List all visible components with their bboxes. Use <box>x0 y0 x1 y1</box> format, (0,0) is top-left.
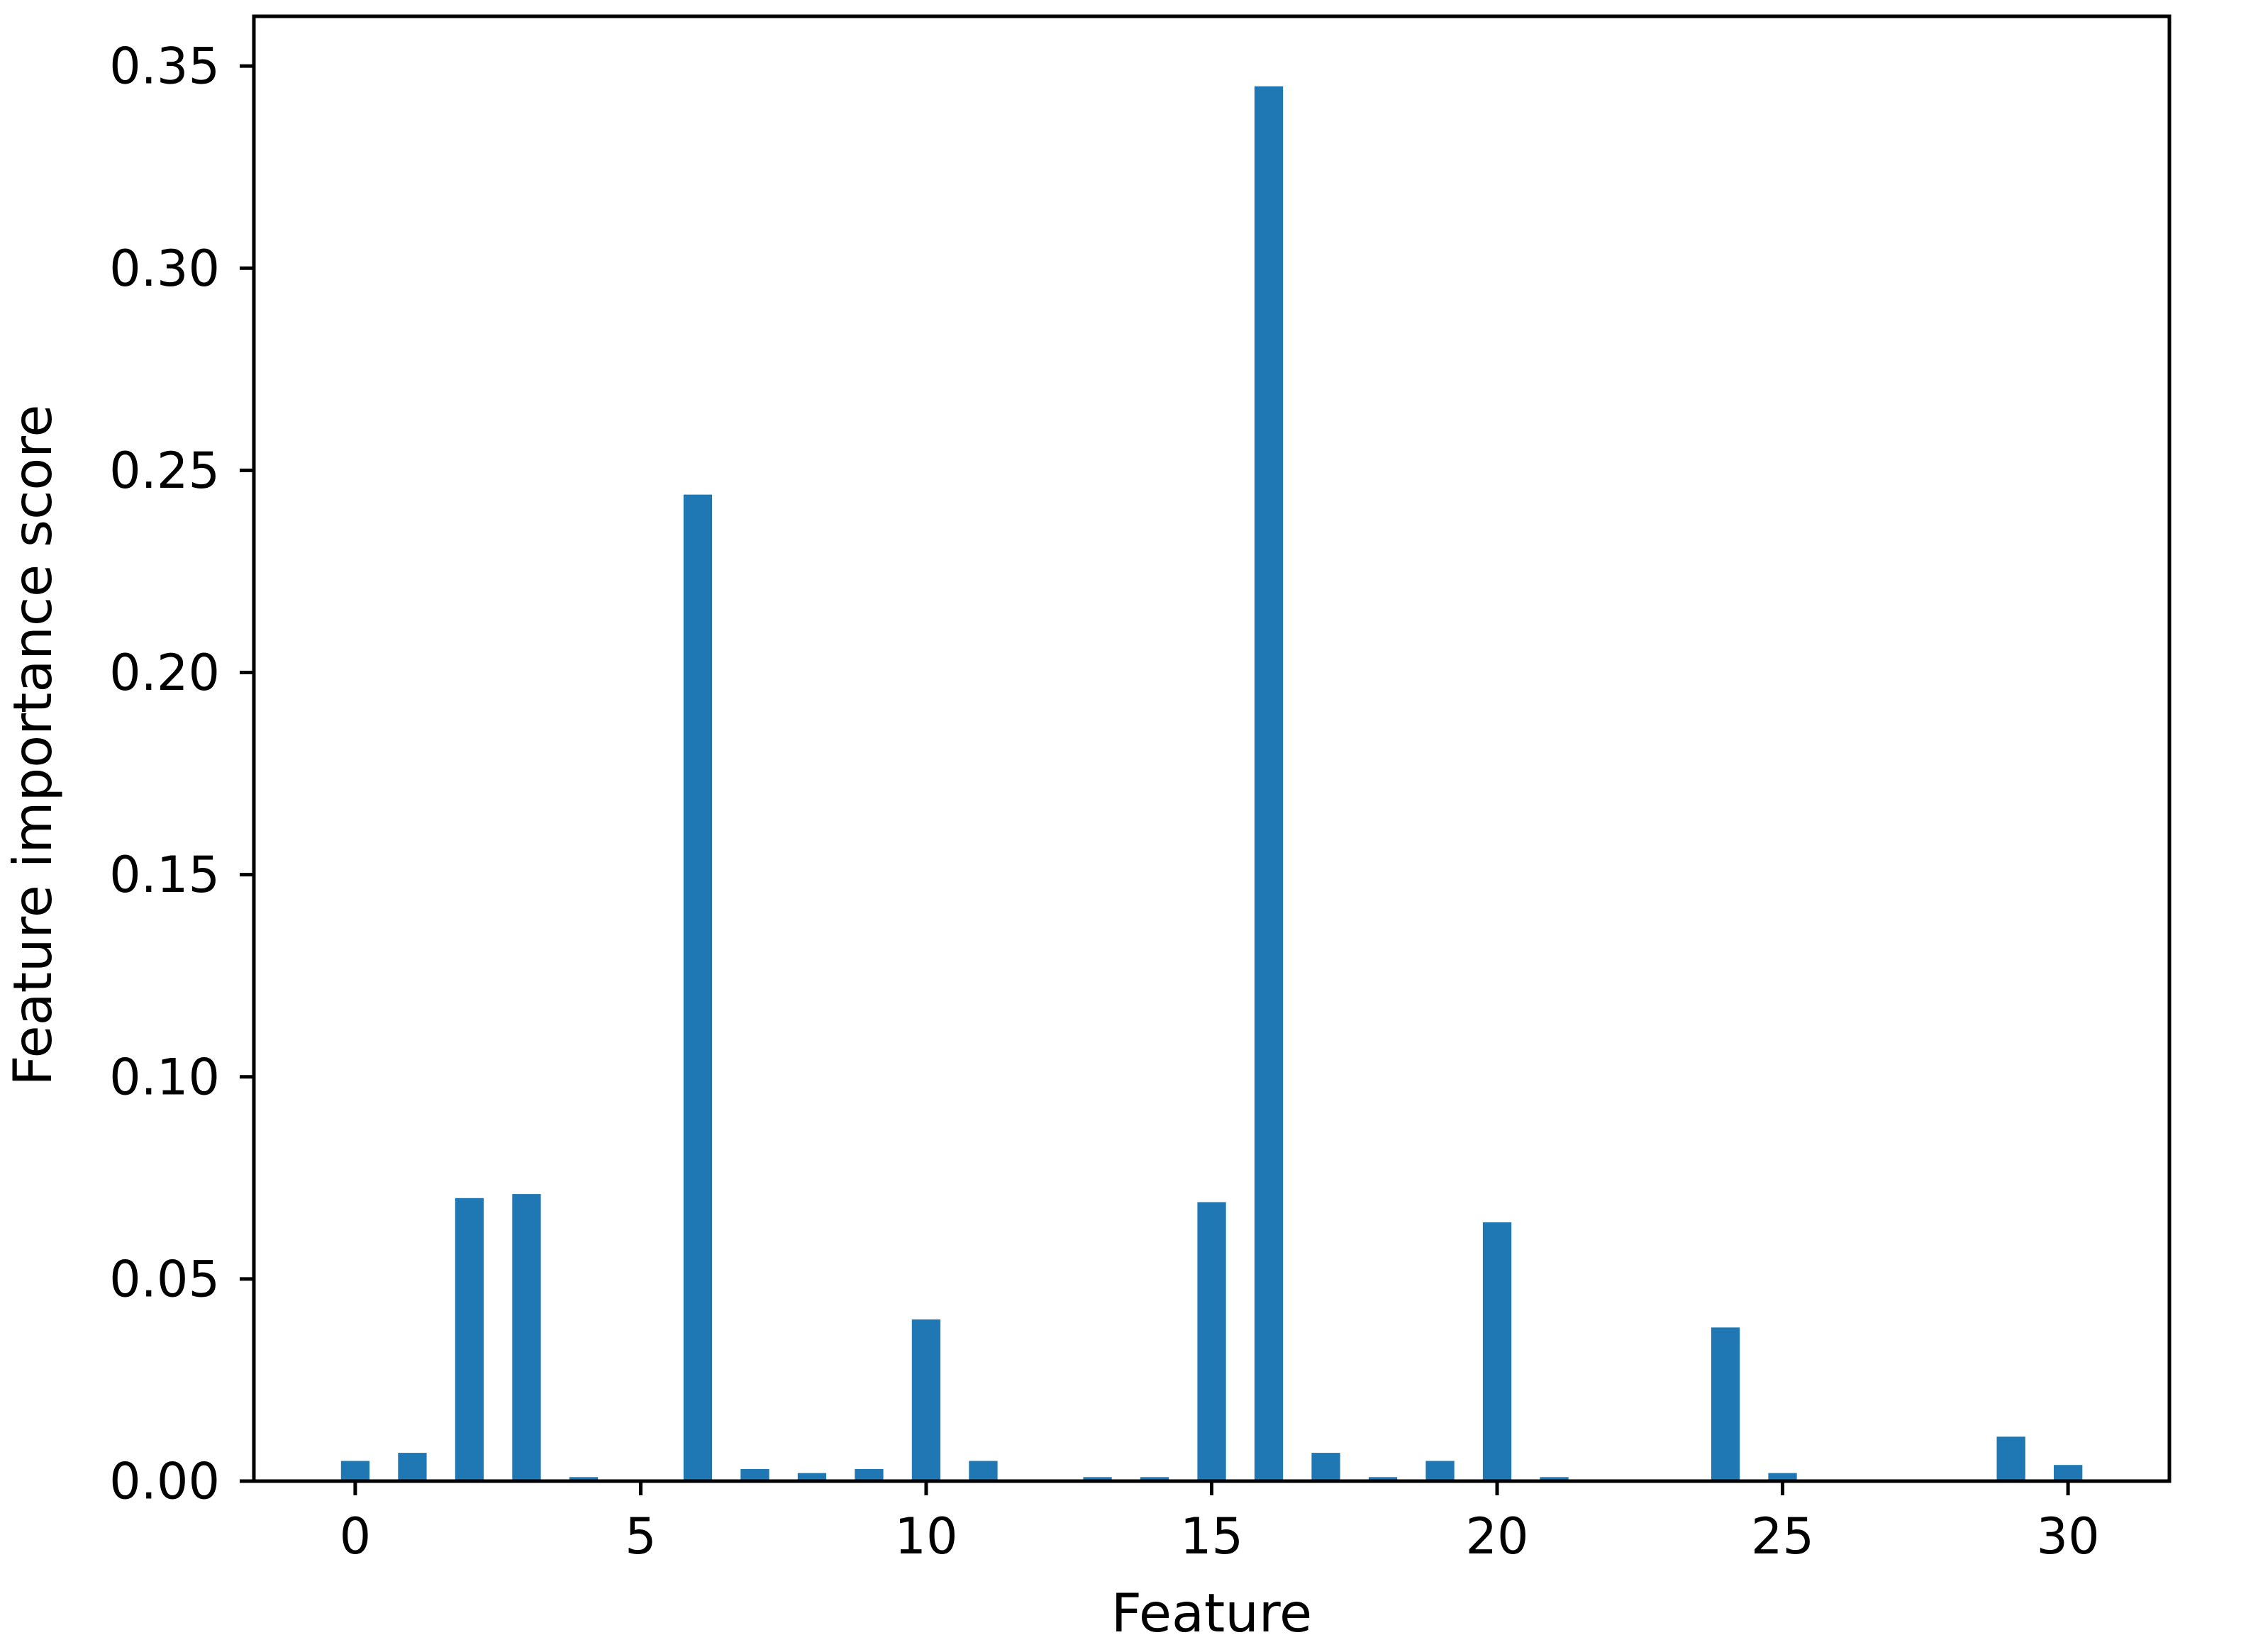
bar-feature-9 <box>855 1468 884 1481</box>
bar-feature-1 <box>398 1453 427 1481</box>
bar-feature-19 <box>1425 1461 1455 1481</box>
y-tick-label: 0.05 <box>109 1250 220 1308</box>
y-ticks-group: 0.00 0.05 0.10 0.15 0.20 0.25 0.30 0.35 <box>109 38 254 1511</box>
bar-feature-11 <box>969 1461 998 1481</box>
x-tick-label: 25 <box>1751 1507 1814 1566</box>
y-axis: 0.00 0.05 0.10 0.15 0.20 0.25 0.30 0.35 Feature… <box>1 38 254 1511</box>
x-tick-label: 5 <box>625 1507 657 1566</box>
bar-feature-14 <box>1140 1477 1169 1481</box>
y-tick-label: 0.35 <box>109 38 220 96</box>
bar-feature-18 <box>1368 1477 1398 1481</box>
bar-feature-25 <box>1768 1473 1797 1481</box>
y-tick-label: 0.25 <box>109 442 220 500</box>
y-tick-label: 0.15 <box>109 846 220 904</box>
bar-feature-13 <box>1083 1477 1112 1481</box>
bar-feature-24 <box>1711 1327 1740 1481</box>
x-axis: 0 5 10 15 20 25 30 Feature <box>340 1481 2100 1644</box>
bar-feature-8 <box>797 1473 827 1481</box>
x-ticks-group: 0 5 10 15 20 25 30 <box>340 1481 2100 1566</box>
x-axis-label: Feature <box>1111 1582 1312 1644</box>
bar-feature-17 <box>1311 1453 1340 1481</box>
bar-feature-7 <box>740 1468 769 1481</box>
x-tick-label: 10 <box>894 1507 957 1566</box>
y-tick-label: 0.30 <box>109 240 220 298</box>
x-tick-label: 20 <box>1465 1507 1528 1566</box>
bars-group <box>340 86 2083 1482</box>
bar-feature-3 <box>512 1194 541 1481</box>
y-tick-label: 0.20 <box>109 644 220 702</box>
x-tick-label: 30 <box>2037 1507 2100 1566</box>
bar-feature-15 <box>1197 1202 1226 1481</box>
bar-feature-30 <box>2054 1465 2083 1481</box>
bar-feature-4 <box>569 1477 599 1481</box>
y-axis-label: Feature importance score <box>1 404 64 1085</box>
bar-feature-21 <box>1540 1477 1569 1481</box>
bar-feature-10 <box>911 1319 941 1481</box>
bar-feature-0 <box>340 1461 370 1481</box>
x-tick-label: 0 <box>340 1507 372 1566</box>
y-tick-label: 0.00 <box>109 1453 220 1511</box>
bar-feature-20 <box>1482 1222 1512 1481</box>
bar-feature-29 <box>1996 1436 2025 1481</box>
x-tick-label: 15 <box>1180 1507 1243 1566</box>
bar-feature-16 <box>1254 86 1284 1482</box>
bar-feature-2 <box>455 1198 484 1481</box>
y-tick-label: 0.10 <box>109 1048 220 1106</box>
bar-feature-6 <box>683 494 713 1481</box>
